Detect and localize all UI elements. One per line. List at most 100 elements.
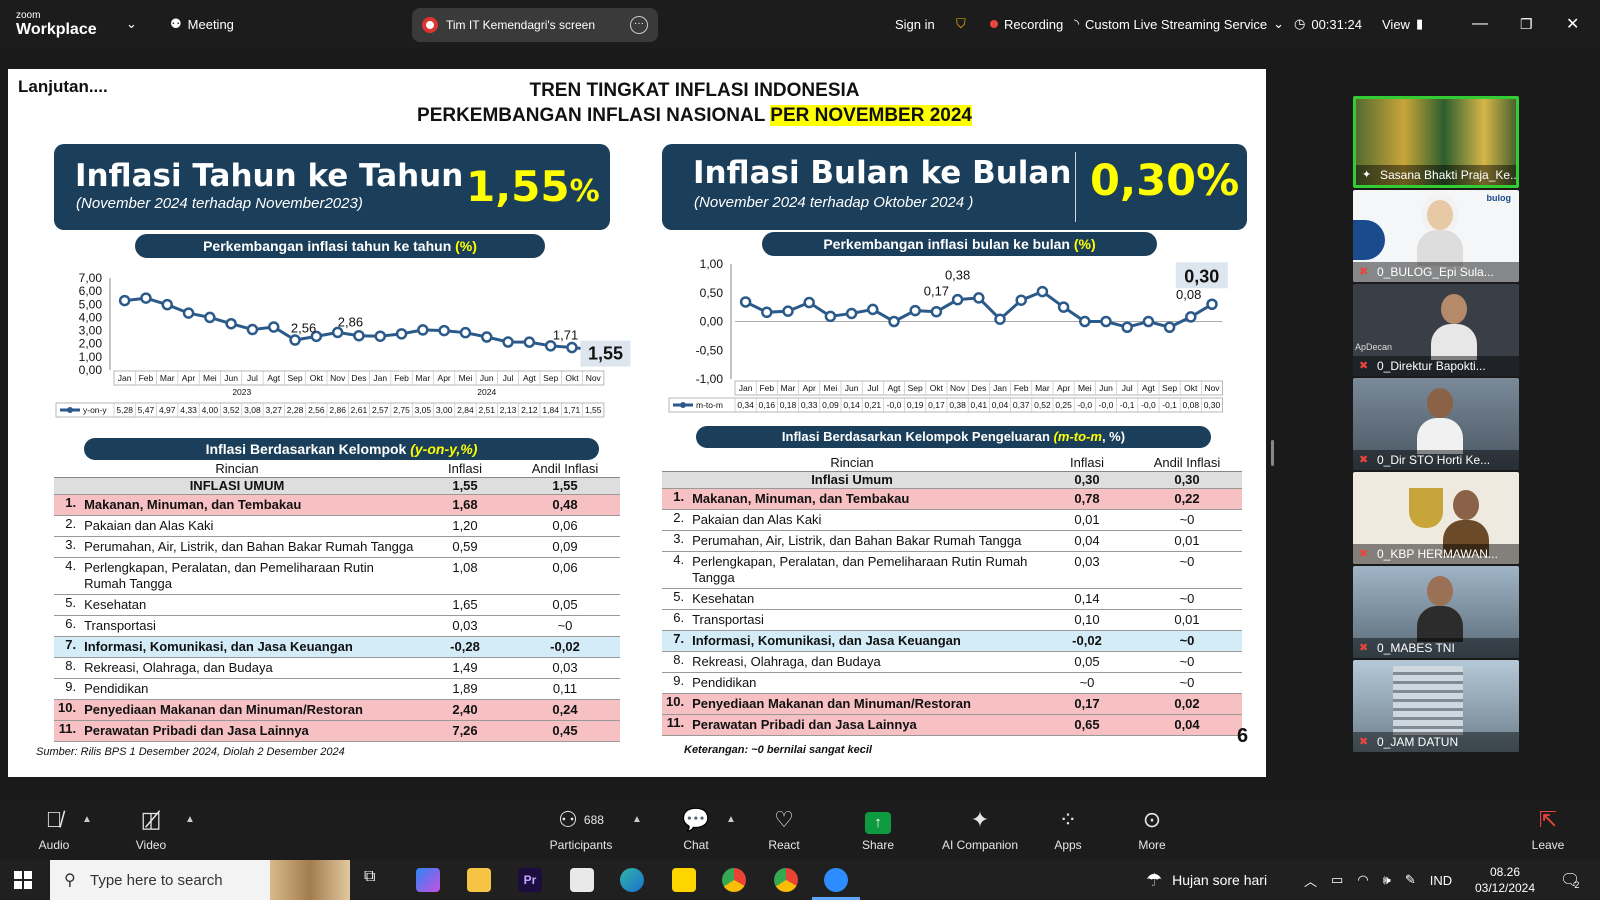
data-label: 0,38: [945, 268, 970, 283]
month-label: Jan: [118, 373, 132, 383]
data-point: [845, 307, 858, 320]
participants-button[interactable]: ⚇ 688 Participants: [541, 806, 621, 852]
chevron-down-icon[interactable]: ⌄: [126, 16, 137, 31]
language-indicator[interactable]: IND: [1429, 872, 1453, 888]
participant-tile[interactable]: 0_Dir STO Horti Ke... ✖: [1353, 378, 1519, 470]
mic-muted-icon: ✖: [1359, 266, 1369, 278]
weather-widget[interactable]: ☂ Hujan sore hari: [1146, 860, 1267, 900]
chat-options-chevron-icon[interactable]: ▲: [726, 814, 736, 825]
security-shield-icon[interactable]: ⛉: [956, 16, 966, 31]
ai-companion-button[interactable]: ✦ AI Companion: [936, 806, 1024, 852]
data-label: 1,55: [588, 344, 623, 364]
data-point: [909, 304, 921, 317]
chevron-down-icon: ⌄: [1273, 16, 1285, 31]
audio-options-chevron-icon[interactable]: ▲: [82, 814, 92, 825]
chat-button[interactable]: 💬 Chat: [656, 806, 736, 852]
month-label: Agt: [267, 373, 280, 383]
participant-video: [1417, 576, 1463, 642]
video-button[interactable]: ◫̸ Video: [111, 806, 191, 852]
data-point: [182, 307, 195, 319]
screen-share-pill[interactable]: Tim IT Kemendagri's screen ···: [412, 8, 658, 42]
sticky-notes-icon[interactable]: [672, 868, 696, 892]
value-row: [55, 402, 605, 418]
sign-in-button[interactable]: Sign in: [895, 16, 935, 32]
windows-start-icon[interactable]: [14, 871, 32, 889]
battery-icon[interactable]: ▭: [1331, 872, 1344, 887]
table-row: 1. Makanan, Minuman, dan Tembakau 1,68 0,48: [54, 494, 620, 516]
month-label: Jul: [867, 383, 878, 393]
yoy-group-table: Rincian Inflasi Andil Inflasi INFLASI UMUM 1…: [54, 461, 620, 742]
legend-label: y-on-y: [83, 405, 107, 415]
participant-tile[interactable]: ApDecan 0_Direktur Bapokti... ✖: [1353, 284, 1519, 376]
meeting-menu[interactable]: ⚉ Meeting: [170, 0, 234, 48]
edge-icon[interactable]: [620, 868, 644, 892]
value-label: 2,84: [457, 405, 474, 415]
close-icon[interactable]: ✕: [1566, 16, 1580, 33]
premiere-pro-icon[interactable]: Pr: [518, 868, 542, 892]
copilot-icon[interactable]: [416, 868, 440, 892]
more-button[interactable]: ⊙ More: [1112, 806, 1192, 852]
value-label: 0,21: [865, 400, 882, 410]
leave-button[interactable]: ⇱ Leave: [1508, 806, 1588, 852]
row-number: 11.: [666, 715, 685, 730]
panel-resize-handle[interactable]: [1271, 440, 1274, 466]
row-number: 7.: [65, 637, 77, 652]
view-menu[interactable]: View ▮: [1382, 0, 1423, 48]
data-point: [523, 336, 536, 348]
value-label: 0,16: [759, 400, 776, 410]
y-tick-label: 1,00: [79, 350, 103, 364]
source-note: Sumber: Rilis BPS 1 Desember 2024, Diola…: [36, 746, 345, 758]
value-label: 0,52: [1034, 400, 1051, 410]
share-button[interactable]: ↑ Share: [838, 806, 918, 852]
task-view-icon[interactable]: ⧉: [364, 868, 376, 885]
recording-indicator[interactable]: Recording: [990, 0, 1063, 48]
row-inflasi: 0,14: [1074, 591, 1100, 606]
chrome-icon[interactable]: [722, 868, 746, 892]
volume-icon[interactable]: 🕪: [1382, 872, 1391, 887]
chrome-profile-icon[interactable]: [774, 868, 798, 892]
apps-button[interactable]: ⁘ Apps: [1028, 806, 1108, 852]
restore-icon[interactable]: ❐: [1520, 15, 1533, 32]
value-label: 3,00: [436, 405, 453, 415]
data-point: [544, 340, 557, 352]
participant-tile[interactable]: Sasana Bhakti Praja_Ke... ✦: [1353, 96, 1519, 188]
value-label: 2,86: [329, 405, 346, 415]
month-label: Okt: [310, 373, 324, 383]
month-label: Feb: [1014, 383, 1029, 393]
more-label: More: [1138, 838, 1166, 852]
month-label: Jun: [224, 373, 238, 383]
participants-options-chevron-icon[interactable]: ▲: [632, 814, 642, 825]
minimize-icon[interactable]: —: [1472, 15, 1488, 32]
more-options-icon[interactable]: ···: [630, 16, 648, 34]
calendar-app-icon[interactable]: [570, 868, 594, 892]
taskbar-search[interactable]: ⚲ Type here to search: [50, 860, 350, 900]
participant-tile[interactable]: bulog 0_BULOG_Epi Sula... ✖: [1353, 190, 1519, 282]
participant-tile[interactable]: 0_MABES TNI ✖: [1353, 566, 1519, 658]
value-label: 2,12: [521, 405, 538, 415]
value-label: 0,08: [1183, 400, 1200, 410]
zoom-taskbar-icon[interactable]: [824, 868, 848, 892]
audio-button[interactable]: 🎙̸ Audio: [14, 806, 94, 852]
react-button[interactable]: ♡ React: [744, 806, 824, 852]
file-explorer-icon[interactable]: [467, 868, 491, 892]
row-inflasi: 2,40: [452, 702, 478, 717]
y-tick-label: 0,00: [79, 363, 103, 377]
clock[interactable]: 08.26 03/12/2024: [1470, 860, 1540, 900]
streaming-menu[interactable]: ◝ Custom Live Streaming Service ⌄: [1074, 0, 1284, 48]
value-label: 0,04: [992, 400, 1009, 410]
mtm-chart-title-text: Perkembangan inflasi bulan ke bulan: [823, 236, 1074, 252]
month-label: Mar: [1035, 383, 1050, 393]
notification-icon[interactable]: 🗨 2: [1560, 872, 1581, 890]
participant-tile[interactable]: 0_KBP HERMAWAN... ✖: [1353, 472, 1519, 564]
row-label: INFLASI UMUM: [189, 478, 285, 493]
video-options-chevron-icon[interactable]: ▲: [185, 814, 195, 825]
value-label: 0,37: [1013, 400, 1030, 410]
participant-tile[interactable]: 0_JAM DATUN ✖: [1353, 660, 1519, 752]
chevron-up-icon[interactable]: ︿: [1304, 873, 1318, 889]
data-point: [502, 336, 514, 348]
row-andil: ~0: [1179, 554, 1195, 569]
y-tick-label: 2,00: [79, 337, 103, 351]
row-andil: 0,30: [1174, 472, 1200, 487]
wifi-icon[interactable]: ◠: [1357, 872, 1369, 887]
pen-icon[interactable]: ✎: [1404, 872, 1416, 887]
